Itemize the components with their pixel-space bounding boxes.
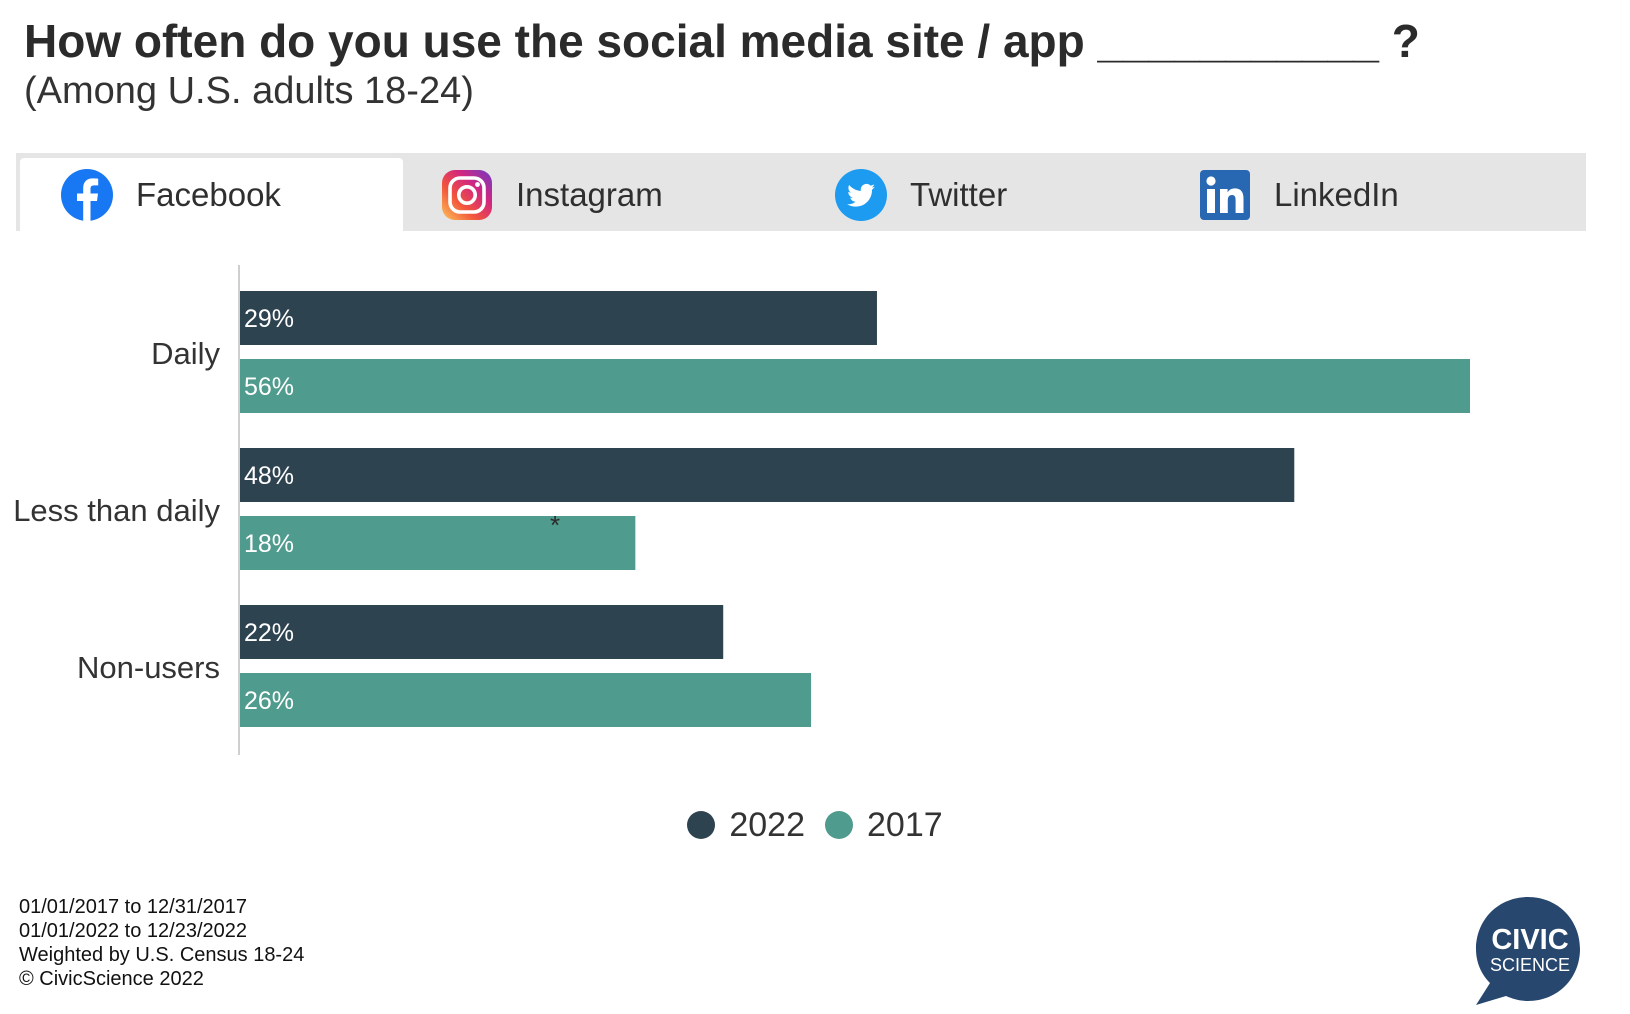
tab-instagram-label: Instagram	[516, 175, 663, 213]
data-label-daily-2022: 29%	[244, 305, 294, 333]
data-label-non-users-2022: 22%	[244, 619, 294, 647]
tab-instagram[interactable]: Instagram	[440, 158, 663, 231]
instagram-icon	[440, 168, 494, 222]
tab-twitter-label: Twitter	[910, 175, 1008, 213]
tab-linkedin-label: LinkedIn	[1274, 175, 1399, 213]
platform-tab-bar: Facebook Instagram	[16, 153, 1586, 231]
tab-facebook-label: Facebook	[136, 175, 281, 213]
tab-facebook[interactable]: Facebook	[20, 158, 403, 231]
logo-text-science: SCIENCE	[1490, 955, 1570, 975]
chart-subtitle: (Among U.S. adults 18-24)	[24, 70, 474, 112]
twitter-icon	[834, 168, 888, 222]
legend-swatch-2017	[825, 811, 853, 839]
data-label-non-users-2017: 26%	[244, 687, 294, 715]
footnote-date-range-2022: 01/01/2022 to 12/23/2022	[19, 920, 247, 942]
footnote-copyright: © CivicScience 2022	[19, 968, 204, 990]
bar-less-than-daily-2017	[240, 516, 636, 570]
bar-less-than-daily-2022	[240, 448, 1295, 502]
footnote-date-range-2017: 01/01/2017 to 12/31/2017	[19, 896, 247, 918]
civicscience-logo: CIVIC SCIENCE	[1468, 893, 1588, 1008]
bar-non-users-2022	[240, 605, 724, 659]
bar-daily-2022	[240, 291, 877, 345]
facebook-icon	[60, 168, 114, 222]
data-label-daily-2017: 56%	[244, 373, 294, 401]
bar-daily-2017	[240, 359, 1470, 413]
legend-label-2022: 2022	[729, 805, 805, 844]
data-label-less-than-daily-2017: 18%	[244, 530, 294, 558]
tab-twitter[interactable]: Twitter	[834, 158, 1007, 231]
category-label-less-than-daily: Less than daily	[13, 493, 220, 528]
linkedin-icon	[1198, 168, 1252, 222]
legend-label-2017: 2017	[867, 805, 943, 844]
legend-item-2017: 2017	[825, 806, 943, 845]
data-label-less-than-daily-2022: 48%	[244, 462, 294, 490]
annotation-asterisk: *	[550, 510, 560, 540]
footnote-weighting: Weighted by U.S. Census 18-24	[19, 944, 305, 966]
logo-text-civic: CIVIC	[1491, 924, 1568, 956]
footnotes: 01/01/2017 to 12/31/2017 01/01/2022 to 1…	[19, 895, 304, 991]
chart-legend: 2022 2017	[0, 800, 1630, 850]
category-label-daily: Daily	[151, 336, 220, 371]
chart-title: How often do you use the social media si…	[24, 15, 1420, 67]
legend-item-2022: 2022	[687, 806, 805, 845]
bar-chart-area: Daily 29% 56% Less than daily 48% 18% Non-user…	[0, 255, 1630, 775]
category-label-non-users: Non-users	[77, 650, 220, 685]
bar-non-users-2017	[240, 673, 812, 727]
legend-swatch-2022	[687, 811, 716, 839]
bar-chart: Daily 29% 56% Less than daily 48% 18% Non-user…	[13, 265, 1470, 755]
tab-linkedin[interactable]: LinkedIn	[1198, 158, 1399, 231]
